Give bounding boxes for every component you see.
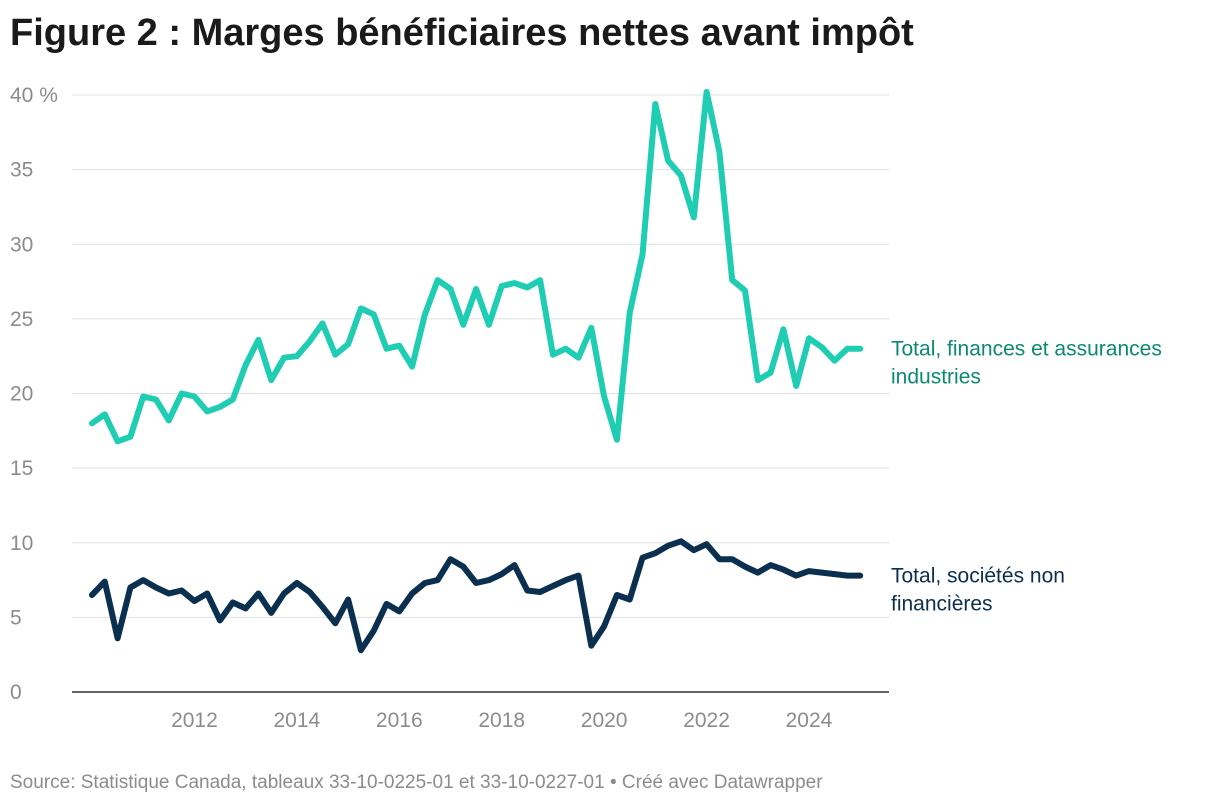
series-label-0-line-0: Total, finances et assurances: [891, 338, 1162, 361]
x-tick-label-2014: 2014: [273, 709, 320, 732]
x-tick-label-2020: 2020: [581, 709, 628, 732]
x-tick-label-2012: 2012: [171, 709, 218, 732]
chart-title: Figure 2 : Marges bénéficiaires nettes a…: [10, 12, 914, 54]
x-tick-label-2016: 2016: [376, 709, 423, 732]
y-tick-label-35: 35: [10, 159, 33, 182]
y-tick-label-40: 40 %: [10, 84, 58, 107]
x-tick-label-2022: 2022: [683, 709, 730, 732]
y-tick-label-0: 0: [10, 681, 22, 704]
y-tick-label-30: 30: [10, 233, 33, 256]
series-line-0: [89, 89, 864, 445]
source-note: Source: Statistique Canada, tableaux 33-…: [10, 772, 823, 793]
gridlines: [72, 94, 889, 693]
series-label-0-line-1: industries: [891, 366, 981, 389]
series-label-1-line-1: financières: [891, 593, 993, 616]
series-lines: [89, 89, 864, 654]
x-tick-label-2024: 2024: [786, 709, 833, 732]
series-labels: Total, finances et assurances industries T…: [891, 338, 1162, 616]
x-axis-ticks: 2012 2014 2016 2018 2020 2022 2024: [171, 709, 833, 732]
y-tick-label-20: 20: [10, 383, 33, 406]
y-tick-label-25: 25: [10, 308, 33, 331]
y-tick-label-15: 15: [10, 457, 33, 480]
y-axis-ticks: 0 5 10 15 20 25 30 35 40 %: [10, 84, 58, 704]
series-line-1: [89, 538, 864, 654]
series-label-1-line-0: Total, sociétés non: [891, 565, 1065, 588]
y-tick-label-10: 10: [10, 532, 33, 555]
x-tick-label-2018: 2018: [478, 709, 525, 732]
y-tick-label-5: 5: [10, 606, 22, 629]
